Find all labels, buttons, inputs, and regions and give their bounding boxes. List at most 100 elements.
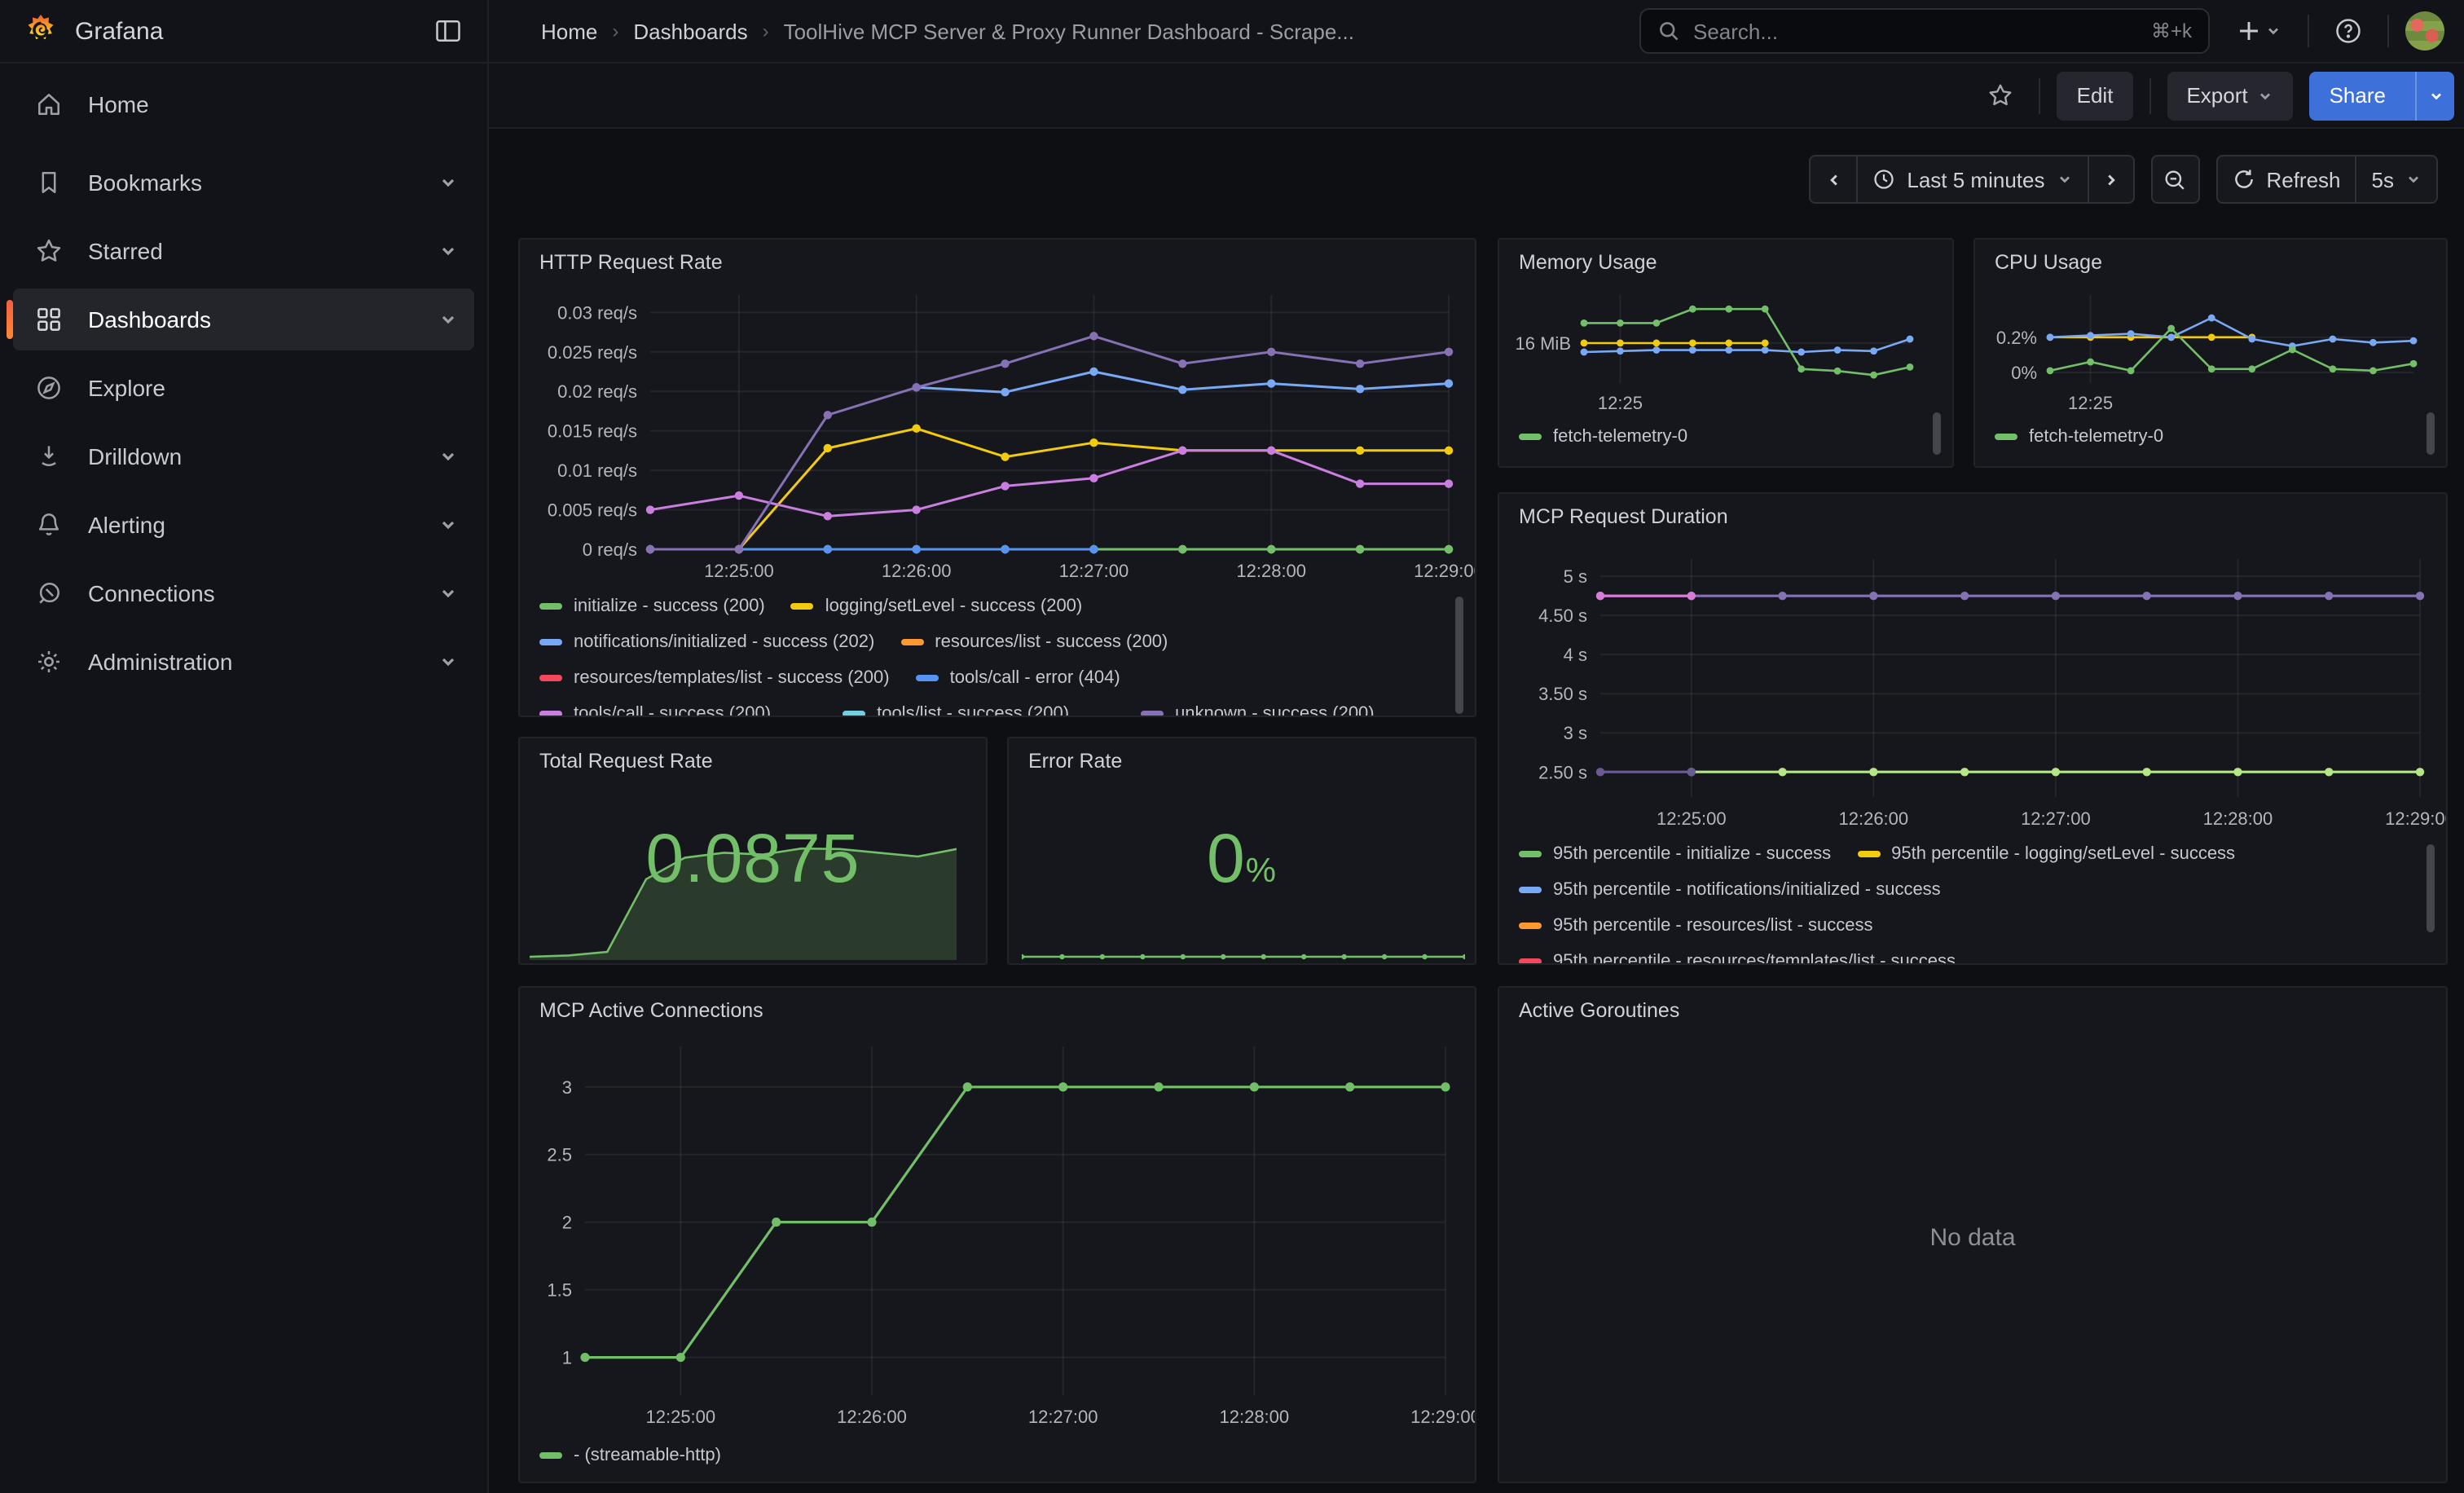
legend-item[interactable]: unknown - success (200) [1141, 704, 1375, 716]
legend-scrollbar[interactable] [2427, 412, 2435, 455]
panel-http-request-rate[interactable]: HTTP Request Rate 0 req/s0.005 req/s0.01… [518, 238, 1476, 717]
plug-icon [33, 577, 65, 610]
time-shift-forward-button[interactable] [2087, 156, 2132, 202]
refresh-button[interactable]: Refresh [2217, 156, 2355, 202]
search-input[interactable] [1693, 19, 2138, 43]
legend-item[interactable]: notifications/initialized - success (202… [539, 632, 874, 652]
legend-item[interactable]: tools/call - error (404) [916, 668, 1120, 688]
search-input-wrap[interactable]: ⌘+k [1639, 8, 2210, 54]
svg-text:4.50 s: 4.50 s [1538, 606, 1587, 626]
share-split-button[interactable]: Share [2310, 71, 2454, 120]
user-avatar[interactable] [2405, 11, 2444, 51]
legend-swatch [916, 675, 939, 681]
legend-swatch [539, 675, 562, 681]
legend-swatch [539, 639, 562, 645]
star-icon [33, 235, 65, 267]
breadcrumb-home[interactable]: Home [541, 19, 597, 43]
compass-icon [33, 372, 65, 404]
legend-item[interactable]: 95th percentile - notifications/initiali… [1519, 880, 1941, 900]
legend-swatch [1519, 434, 1542, 440]
panel-total-request-rate[interactable]: Total Request Rate 0.0875 [518, 737, 988, 965]
legend-label: 95th percentile - initialize - success [1553, 844, 1831, 864]
sidebar-item-alerting[interactable]: Alerting [13, 494, 474, 556]
legend-item[interactable]: logging/setLevel - success (200) [791, 597, 1083, 616]
dock-menu-toggle-icon[interactable] [425, 8, 471, 54]
chevron-down-icon[interactable] [438, 447, 458, 466]
chevron-down-icon[interactable] [438, 241, 458, 261]
refresh-interval-picker[interactable]: 5s [2356, 156, 2436, 202]
share-button[interactable]: Share [2310, 71, 2405, 120]
edit-button[interactable]: Edit [2057, 71, 2133, 120]
panel-cpu-usage[interactable]: CPU Usage 0.2%0%12:25 fetch-telemetry-0 [1973, 238, 2448, 468]
legend-item[interactable]: - (streamable-http) [539, 1446, 721, 1465]
panel-title: HTTP Request Rate [539, 251, 723, 274]
sidebar-item-administration[interactable]: Administration [13, 631, 474, 693]
panel-mcp-request-duration[interactable]: MCP Request Duration 5 s4.50 s4 s3.50 s3… [1498, 492, 2448, 965]
svg-text:5 s: 5 s [1564, 566, 1587, 587]
chevron-down-icon [2265, 23, 2281, 39]
chevron-down-icon[interactable] [438, 173, 458, 192]
sidebar-item-explore[interactable]: Explore [13, 357, 474, 419]
legend-label: fetch-telemetry-0 [1553, 427, 1687, 447]
legend-scrollbar[interactable] [2427, 844, 2435, 932]
legend-label: logging/setLevel - success (200) [825, 597, 1083, 616]
header-divider [2387, 15, 2389, 47]
share-menu-button[interactable] [2415, 71, 2454, 120]
http-legend: initialize - success (200) logging/setLev… [539, 595, 1449, 716]
chevron-down-icon[interactable] [438, 652, 458, 672]
legend-scrollbar[interactable] [1933, 412, 1941, 455]
legend-item[interactable]: initialize - success (200) [539, 597, 765, 616]
legend-item[interactable]: tools/list - success (200) [843, 704, 1069, 716]
zoom-out-button[interactable] [2152, 156, 2198, 202]
legend-swatch [1857, 851, 1880, 857]
chevron-down-icon[interactable] [438, 584, 458, 603]
sidebar-item-drilldown[interactable]: Drilldown [13, 425, 474, 487]
panel-mcp-active-connections[interactable]: MCP Active Connections 11.522.5312:25:00… [518, 986, 1476, 1483]
help-button[interactable] [2325, 8, 2371, 54]
svg-text:12:29:00: 12:29:00 [1414, 561, 1475, 581]
svg-text:12:26:00: 12:26:00 [1839, 808, 1909, 829]
time-shift-back-button[interactable] [1811, 156, 1856, 202]
refresh-group: Refresh 5s [2215, 155, 2438, 204]
breadcrumb-dashboards[interactable]: Dashboards [633, 19, 747, 43]
legend-row: 95th percentile - notifications/initiali… [1519, 879, 2420, 901]
chevron-down-icon[interactable] [438, 515, 458, 535]
sidebar-item-connections[interactable]: Connections [13, 562, 474, 624]
panel-memory-usage[interactable]: Memory Usage 16 MiB12:25 fetch-telemetry… [1498, 238, 1954, 468]
legend-swatch [1519, 887, 1542, 893]
legend-item[interactable]: 95th percentile - resources/list - succe… [1519, 916, 1873, 936]
favorite-star-button[interactable] [1978, 73, 2023, 118]
legend-item[interactable]: 95th percentile - logging/setLevel - suc… [1857, 844, 2235, 864]
time-controls: Last 5 minutes [1809, 155, 2438, 204]
legend-row: fetch-telemetry-0 [1995, 425, 2420, 448]
chevron-down-icon[interactable] [438, 310, 458, 329]
svg-text:0 req/s: 0 req/s [583, 540, 637, 560]
stat-value: 0.0875 [520, 820, 986, 898]
legend-row: tools/call - success (200) tools/list - s… [539, 702, 1449, 716]
legend-label: tools/call - error (404) [950, 668, 1120, 688]
legend-item[interactable]: tools/call - success (200) [539, 704, 771, 716]
panel-active-goroutines[interactable]: Active Goroutines No data [1498, 986, 2448, 1483]
sidebar-item-home[interactable]: Home [13, 73, 474, 135]
panel-error-rate[interactable]: Error Rate 0% [1007, 737, 1476, 965]
sidebar-item-dashboards[interactable]: Dashboards [13, 288, 474, 350]
add-new-button[interactable] [2226, 11, 2291, 51]
legend-item[interactable]: resources/templates/list - success (200) [539, 668, 890, 688]
legend-item[interactable]: fetch-telemetry-0 [1519, 427, 1687, 447]
legend-item[interactable]: fetch-telemetry-0 [1995, 427, 2163, 447]
legend-label: 95th percentile - notifications/initiali… [1553, 880, 1941, 900]
legend-item[interactable]: 95th percentile - resources/templates/li… [1519, 952, 1956, 963]
sparkline-svg [1022, 940, 1465, 960]
legend-item[interactable]: resources/list - success (200) [900, 632, 1168, 652]
sidebar-item-bookmarks[interactable]: Bookmarks [13, 152, 474, 214]
sidebar-item-starred[interactable]: Starred [13, 220, 474, 282]
stat-value: 0% [1009, 820, 1475, 898]
legend-scrollbar[interactable] [1455, 597, 1463, 714]
time-range-picker[interactable]: Last 5 minutes [1856, 156, 2087, 202]
export-button[interactable]: Export [2167, 71, 2293, 120]
header-left: Grafana [0, 0, 489, 62]
chevron-down-icon [2427, 87, 2444, 103]
legend-item[interactable]: 95th percentile - initialize - success [1519, 844, 1831, 864]
panel-title: Memory Usage [1519, 251, 1657, 274]
grafana-logo[interactable] [23, 13, 59, 49]
